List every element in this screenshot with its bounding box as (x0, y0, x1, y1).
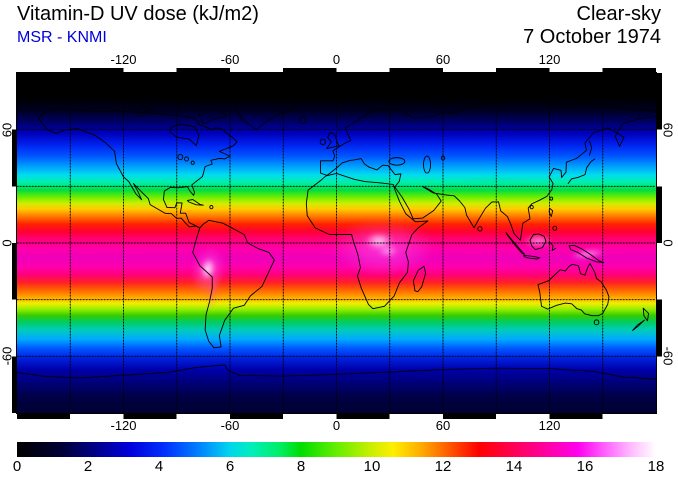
longitude-axis-bottom: -120 -60 0 60 120 (17, 418, 656, 433)
lat-tick-label-right: 60 (660, 122, 676, 137)
lat-tick-label-right: 0 (660, 239, 676, 247)
grid-lines (17, 73, 656, 413)
coastlines-svg (17, 73, 656, 413)
colorbar-tick-label: 14 (505, 458, 523, 475)
date-label: 7 October 1974 (523, 26, 661, 48)
colorbar-tick-label: 10 (363, 458, 381, 475)
colorbar-tick-label: 8 (296, 458, 306, 475)
lon-tick-label-bottom: 0 (332, 418, 341, 433)
colorbar-tick-label: 18 (647, 458, 665, 475)
colorbar (17, 442, 656, 457)
colorbar-tick-labels: 0 2 4 6 8 10 12 14 16 18 (13, 458, 665, 476)
page-title: Vitamin-D UV dose (kJ/m2) (17, 3, 259, 25)
lon-tick-label-top: 0 (332, 52, 341, 67)
lat-tick-label-left: -60 (0, 346, 15, 366)
lon-tick-label-bottom: -60 (220, 418, 240, 433)
lon-tick-label-bottom: -120 (110, 418, 137, 433)
map-border-right-ticks (657, 73, 662, 413)
header-right-block: Clear-sky 7 October 1974 (523, 3, 661, 49)
world-map (16, 72, 657, 414)
map-border-bottom-ticks (17, 414, 656, 419)
lon-tick-label-bottom: 60 (435, 418, 451, 433)
latitude-axis-right: 60 0 -60 (660, 73, 676, 413)
colorbar-tick-label: 2 (83, 458, 93, 475)
condition-label: Clear-sky (576, 3, 661, 25)
colorbar-tick-label: 4 (154, 458, 164, 475)
lon-tick-label-top: 60 (435, 52, 451, 67)
map-border-top-ticks (17, 68, 656, 73)
colorbar-tick-label: 16 (576, 458, 594, 475)
colorbar-tick-label: 6 (225, 458, 235, 475)
lon-tick-label-top: -120 (110, 52, 137, 67)
colorbar-gradient (17, 442, 656, 457)
hotspot-tibet-cool (461, 173, 524, 192)
continent-outlines (17, 86, 656, 379)
lon-tick-label-bottom: 120 (538, 418, 561, 433)
lat-tick-label-left: 0 (0, 239, 15, 247)
page-subtitle: MSR - KNMI (17, 29, 107, 46)
lat-tick-label-right: -60 (660, 346, 676, 366)
map-border-left-ticks (12, 73, 17, 413)
hotspot-africa-core-2 (377, 244, 398, 257)
colorbar-tick-label: 0 (12, 458, 22, 475)
latitude-axis-left: 60 0 -60 (0, 73, 15, 413)
lon-tick-label-top: 120 (538, 52, 561, 67)
colorbar-tick-label: 12 (434, 458, 452, 475)
lat-tick-label-left: 60 (0, 122, 15, 137)
longitude-axis-top: -120 -60 0 60 120 (17, 52, 656, 67)
lon-tick-label-top: -60 (220, 52, 240, 67)
